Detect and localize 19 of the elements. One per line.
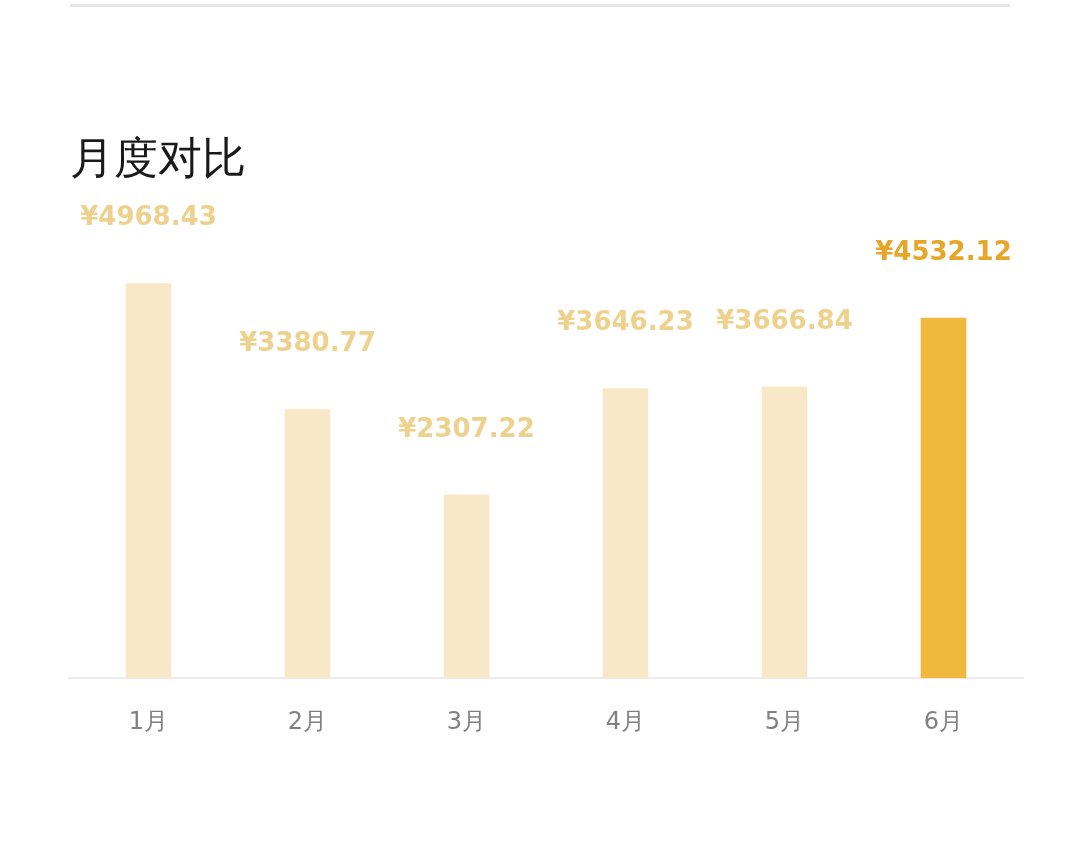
- data-label: ¥4968.43: [80, 201, 217, 232]
- bar: [761, 386, 808, 679]
- bar: [920, 317, 967, 679]
- bar: [125, 283, 172, 679]
- data-label: ¥4532.12: [875, 235, 1012, 266]
- chart-title: 月度对比: [70, 132, 246, 183]
- bar: [443, 494, 490, 679]
- x-tick-label: 6月: [923, 706, 964, 735]
- data-label: ¥2307.22: [398, 412, 535, 443]
- bar: [602, 388, 649, 679]
- bar: [284, 409, 331, 679]
- data-label: ¥3666.84: [716, 304, 853, 335]
- x-tick-label: 1月: [128, 706, 169, 735]
- x-tick-label: 3月: [446, 706, 487, 735]
- data-label: ¥3646.23: [557, 306, 694, 337]
- x-tick-label: 5月: [764, 706, 805, 735]
- x-tick-label: 4月: [605, 706, 646, 735]
- data-label: ¥3380.77: [239, 327, 376, 358]
- x-tick-label: 2月: [287, 706, 328, 735]
